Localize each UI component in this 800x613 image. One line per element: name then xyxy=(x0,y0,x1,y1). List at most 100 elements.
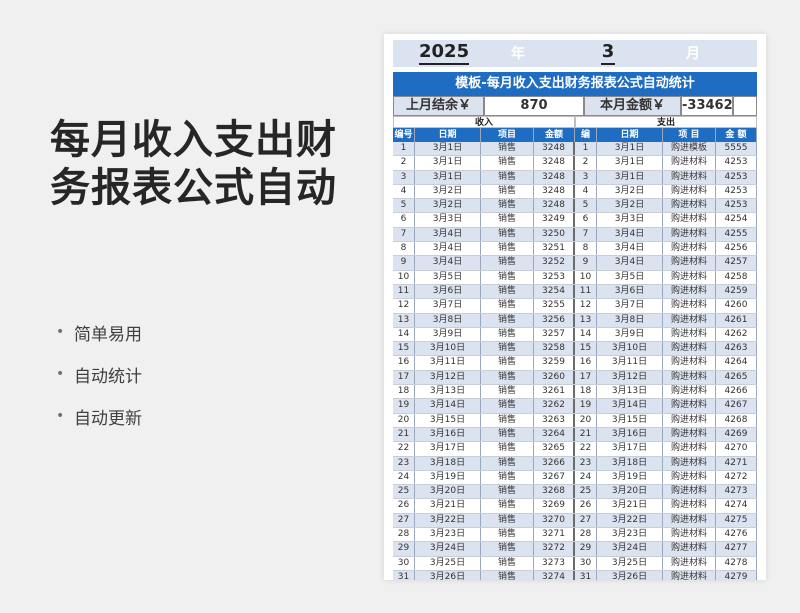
table-cell[interactable]: 3月17日 xyxy=(415,442,481,456)
table-cell[interactable]: 3月1日 xyxy=(415,170,481,184)
table-cell[interactable]: 销售 xyxy=(481,342,534,356)
table-cell[interactable]: 6 xyxy=(393,213,415,227)
table-cell[interactable]: 3月12日 xyxy=(597,370,663,385)
table-cell[interactable]: 销售 xyxy=(481,442,534,456)
table-cell[interactable]: 23 xyxy=(393,456,415,470)
table-cell[interactable]: 购进材料 xyxy=(663,528,716,542)
table-cell[interactable]: 4276 xyxy=(716,528,757,542)
table-cell[interactable]: 27 xyxy=(575,513,597,528)
table-cell[interactable]: 2 xyxy=(393,156,415,170)
table-cell[interactable]: 3248 xyxy=(534,170,575,184)
table-cell[interactable]: 4264 xyxy=(716,356,757,370)
table-cell[interactable]: 23 xyxy=(575,456,597,470)
table-cell[interactable]: 15 xyxy=(575,342,597,356)
table-cell[interactable]: 3月15日 xyxy=(597,413,663,427)
table-cell[interactable]: 销售 xyxy=(481,284,534,299)
table-cell[interactable]: 购进材料 xyxy=(663,513,716,528)
table-cell[interactable]: 3260 xyxy=(534,370,575,385)
table-cell[interactable]: 4270 xyxy=(716,442,757,456)
table-cell[interactable]: 3252 xyxy=(534,256,575,270)
table-cell[interactable]: 购进材料 xyxy=(663,470,716,485)
table-cell[interactable]: 3月7日 xyxy=(415,299,481,313)
table-cell[interactable]: 24 xyxy=(575,470,597,485)
table-cell[interactable]: 3月19日 xyxy=(597,470,663,485)
table-cell[interactable]: 19 xyxy=(575,399,597,413)
table-cell[interactable]: 5555 xyxy=(716,142,757,156)
table-cell[interactable]: 销售 xyxy=(481,184,534,199)
table-cell[interactable]: 3月15日 xyxy=(415,413,481,427)
table-cell[interactable]: 3月9日 xyxy=(415,327,481,342)
table-cell[interactable]: 3月26日 xyxy=(415,570,481,580)
table-cell[interactable]: 销售 xyxy=(481,528,534,542)
table-cell[interactable]: 3月6日 xyxy=(597,284,663,299)
table-cell[interactable]: 3月17日 xyxy=(597,442,663,456)
table-cell[interactable]: 3264 xyxy=(534,427,575,442)
table-cell[interactable]: 4256 xyxy=(716,242,757,256)
table-cell[interactable]: 7 xyxy=(393,227,415,242)
table-cell[interactable]: 30 xyxy=(575,556,597,570)
table-cell[interactable]: 3248 xyxy=(534,184,575,199)
table-cell[interactable]: 3月4日 xyxy=(415,227,481,242)
table-cell[interactable]: 购进材料 xyxy=(663,256,716,270)
table-cell[interactable]: 5 xyxy=(575,199,597,213)
table-cell[interactable]: 3266 xyxy=(534,456,575,470)
table-cell[interactable]: 3253 xyxy=(534,270,575,284)
table-cell[interactable]: 购进材料 xyxy=(663,184,716,199)
table-cell[interactable]: 3月11日 xyxy=(597,356,663,370)
table-cell[interactable]: 27 xyxy=(393,513,415,528)
table-cell[interactable]: 销售 xyxy=(481,385,534,399)
year-value[interactable]: 2025 xyxy=(419,41,470,65)
table-cell[interactable]: 购进材料 xyxy=(663,284,716,299)
table-cell[interactable]: 3257 xyxy=(534,327,575,342)
table-cell[interactable]: 13 xyxy=(575,313,597,327)
table-cell[interactable]: 销售 xyxy=(481,356,534,370)
table-cell[interactable]: 3月3日 xyxy=(597,213,663,227)
table-cell[interactable]: 3248 xyxy=(534,156,575,170)
table-cell[interactable]: 25 xyxy=(393,485,415,499)
table-cell[interactable]: 26 xyxy=(393,499,415,513)
table-cell[interactable]: 购进材料 xyxy=(663,427,716,442)
table-cell[interactable]: 3月23日 xyxy=(597,528,663,542)
table-cell[interactable]: 12 xyxy=(393,299,415,313)
table-cell[interactable]: 12 xyxy=(575,299,597,313)
table-cell[interactable]: 1 xyxy=(393,142,415,156)
table-cell[interactable]: 3月25日 xyxy=(415,556,481,570)
table-cell[interactable]: 3月1日 xyxy=(597,170,663,184)
table-cell[interactable]: 3258 xyxy=(534,342,575,356)
table-cell[interactable]: 3月23日 xyxy=(415,528,481,542)
table-cell[interactable]: 4253 xyxy=(716,170,757,184)
table-cell[interactable]: 21 xyxy=(575,427,597,442)
table-cell[interactable]: 销售 xyxy=(481,556,534,570)
table-cell[interactable]: 3月14日 xyxy=(415,399,481,413)
table-cell[interactable]: 3月10日 xyxy=(597,342,663,356)
table-cell[interactable]: 3259 xyxy=(534,356,575,370)
table-cell[interactable]: 购进材料 xyxy=(663,356,716,370)
table-cell[interactable]: 3261 xyxy=(534,385,575,399)
table-cell[interactable]: 3月14日 xyxy=(597,399,663,413)
table-cell[interactable]: 22 xyxy=(575,442,597,456)
table-cell[interactable]: 4277 xyxy=(716,542,757,556)
table-cell[interactable]: 3月1日 xyxy=(597,142,663,156)
table-cell[interactable]: 2 xyxy=(575,156,597,170)
table-cell[interactable]: 9 xyxy=(393,256,415,270)
table-cell[interactable]: 8 xyxy=(575,242,597,256)
table-cell[interactable]: 3月2日 xyxy=(415,184,481,199)
table-cell[interactable]: 3250 xyxy=(534,227,575,242)
table-cell[interactable]: 3月3日 xyxy=(415,213,481,227)
table-cell[interactable]: 31 xyxy=(393,570,415,580)
table-cell[interactable]: 购进材料 xyxy=(663,556,716,570)
table-cell[interactable]: 3月9日 xyxy=(597,327,663,342)
table-cell[interactable]: 3月4日 xyxy=(597,227,663,242)
table-cell[interactable]: 17 xyxy=(393,370,415,385)
table-cell[interactable]: 购进材料 xyxy=(663,442,716,456)
table-cell[interactable]: 3248 xyxy=(534,199,575,213)
table-cell[interactable]: 3月8日 xyxy=(597,313,663,327)
table-cell[interactable]: 4257 xyxy=(716,256,757,270)
table-cell[interactable]: 3月20日 xyxy=(597,485,663,499)
blank-cell[interactable] xyxy=(733,96,757,116)
table-cell[interactable]: 3月24日 xyxy=(415,542,481,556)
table-cell[interactable]: 3月24日 xyxy=(597,542,663,556)
table-cell[interactable]: 3274 xyxy=(534,570,575,580)
table-cell[interactable]: 3月10日 xyxy=(415,342,481,356)
table-cell[interactable]: 购进材料 xyxy=(663,170,716,184)
